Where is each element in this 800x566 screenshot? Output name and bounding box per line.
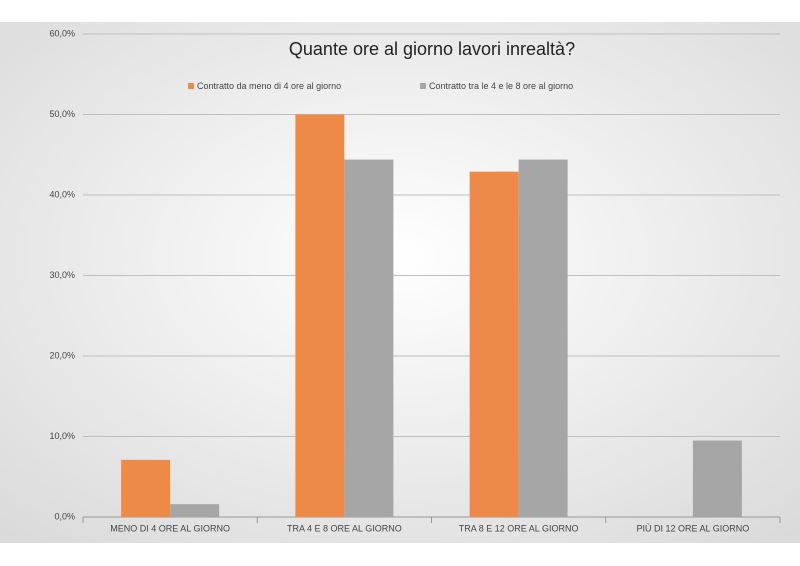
- y-tick-label: 60,0%: [49, 28, 75, 38]
- x-tick-label: MENO DI 4 ORE AL GIORNO: [110, 523, 230, 533]
- bar: [469, 171, 519, 517]
- bar: [518, 159, 568, 517]
- bar: [295, 114, 345, 517]
- legend-label: Contratto tra le 4 e le 8 ore al giorno: [429, 81, 573, 91]
- x-tick-label: PIÙ DI 12 ORE AL GIORNO: [637, 523, 750, 533]
- legend-swatch: [420, 83, 426, 89]
- chart-title: Quante ore al giorno lavori inrealtà?: [289, 39, 575, 59]
- bar: [344, 159, 394, 517]
- y-tick-label: 10,0%: [49, 431, 75, 441]
- x-tick-label: TRA 8 E 12 ORE AL GIORNO: [459, 523, 579, 533]
- y-tick-label: 40,0%: [49, 189, 75, 199]
- x-tick-label: TRA 4 E 8 ORE AL GIORNO: [287, 523, 402, 533]
- bar: [692, 440, 742, 517]
- y-tick-label: 0,0%: [54, 511, 75, 521]
- y-tick-label: 50,0%: [49, 109, 75, 119]
- bar: [121, 459, 171, 517]
- chart-background: [0, 22, 800, 543]
- y-tick-label: 20,0%: [49, 350, 75, 360]
- legend-swatch: [188, 83, 194, 89]
- bar: [170, 504, 220, 517]
- legend-label: Contratto da meno di 4 ore al giorno: [197, 81, 341, 91]
- y-tick-label: 30,0%: [49, 270, 75, 280]
